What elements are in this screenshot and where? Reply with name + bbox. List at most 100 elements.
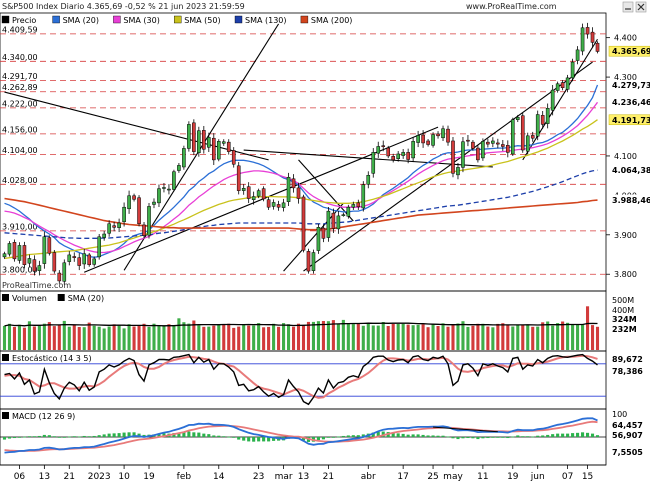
- candle-body: [32, 259, 37, 272]
- volume-bar: [521, 324, 525, 350]
- volume-bar: [476, 323, 480, 350]
- candle-body: [306, 251, 311, 272]
- volume-bar: [506, 324, 510, 350]
- value-tag-label: 4.279,73: [612, 81, 650, 90]
- volume-bar: [411, 325, 415, 350]
- macd-histogram-bar: [411, 434, 415, 437]
- candle-body: [530, 135, 535, 139]
- macd-histogram-bar: [351, 435, 355, 437]
- volume-bar: [466, 326, 470, 350]
- macd-histogram-bar: [461, 437, 465, 439]
- candle-body: [236, 165, 241, 191]
- candle-body: [535, 114, 540, 137]
- time-label: feb: [177, 472, 192, 482]
- macd-histogram-bar: [197, 432, 201, 437]
- volume-bar: [381, 322, 385, 350]
- candle-body: [361, 184, 366, 209]
- candle-body: [356, 202, 361, 208]
- volume-bar: [576, 324, 580, 350]
- volume-bar: [371, 325, 375, 350]
- macd-histogram-bar: [262, 437, 266, 442]
- macd-histogram-bar: [590, 433, 595, 437]
- candle-body: [142, 224, 146, 236]
- candle-body: [172, 171, 176, 190]
- candle-body: [77, 257, 82, 266]
- candle-body: [211, 137, 216, 161]
- legend-label: SMA (20): [63, 16, 99, 25]
- volume-bar: [541, 322, 545, 350]
- candle-body: [471, 141, 475, 149]
- candle-body: [7, 243, 12, 255]
- volume-bar: [581, 324, 585, 350]
- macd-histogram-bar: [157, 433, 161, 437]
- value-tag-label: 3.988,46: [612, 196, 650, 205]
- macd-histogram-bar: [47, 435, 51, 437]
- candle-body: [491, 140, 495, 144]
- macd-histogram-bar: [531, 436, 535, 438]
- macd-histogram-bar: [546, 434, 550, 437]
- candle-body: [371, 152, 376, 174]
- macd-histogram-bar: [406, 434, 410, 437]
- candle-body: [515, 117, 520, 120]
- macd-histogram-bar: [446, 436, 450, 438]
- value-tag-label: 4.365,69: [612, 47, 650, 56]
- stoch-d-line: [4, 354, 598, 399]
- volume-bar: [511, 326, 515, 350]
- volume-bar: [501, 323, 505, 350]
- candle-body: [565, 77, 570, 90]
- macd-histogram-bar: [77, 436, 81, 438]
- macd-histogram-bar: [247, 437, 251, 442]
- legend-swatch: [1, 15, 10, 24]
- time-label: 14: [213, 472, 225, 482]
- macd-histogram-bar: [541, 435, 545, 437]
- candle-body: [560, 82, 565, 88]
- time-label: 23: [253, 472, 264, 482]
- time-label: 13: [298, 472, 309, 482]
- macd-histogram-bar: [341, 435, 345, 437]
- candle-body: [406, 152, 410, 160]
- moving-averages: [4, 84, 599, 260]
- volume-bar: [17, 324, 21, 350]
- candle-body: [207, 137, 211, 148]
- macd-histogram-bar: [481, 437, 485, 439]
- legend-label: SMA (50): [184, 16, 220, 25]
- candle-body: [451, 140, 455, 174]
- time-label: 19: [143, 472, 155, 482]
- time-label: 06: [14, 472, 26, 482]
- candle-body: [431, 134, 435, 146]
- volume-bar: [561, 321, 565, 350]
- macd-histogram-bar: [62, 437, 66, 438]
- candle-body: [12, 242, 17, 260]
- macd-histogram-bar: [27, 436, 31, 438]
- volume-bar: [396, 324, 400, 350]
- price-legend: Precio SMA (20) SMA (30) SMA (50) SMA (130) S…: [1, 15, 352, 25]
- candle-body: [22, 245, 27, 266]
- macd-histogram-bar: [421, 434, 425, 437]
- candle-body: [97, 236, 101, 258]
- macd-histogram-bar: [371, 432, 375, 437]
- macd-histogram-bar: [232, 437, 236, 438]
- candle-body: [112, 225, 116, 228]
- value-tag: [608, 194, 650, 206]
- volume-bar: [386, 326, 390, 350]
- macd-histogram-bar: [361, 434, 365, 437]
- value-tag-label: 56,907: [612, 431, 643, 440]
- macd-histogram-bar: [466, 437, 470, 439]
- axis-label: 4.300: [614, 73, 637, 82]
- candle-body: [351, 204, 356, 208]
- value-tag-label: 64,457: [612, 421, 643, 430]
- macd-histogram-bar: [82, 435, 86, 437]
- close-icon[interactable]: [635, 1, 647, 13]
- macd-histogram-bar: [222, 436, 226, 438]
- candle-body: [366, 175, 371, 185]
- volume-bar: [366, 322, 370, 350]
- macd-histogram-bar: [316, 437, 320, 441]
- candle-body: [391, 156, 395, 161]
- candle-body: [545, 107, 550, 124]
- time-label: 13: [39, 472, 50, 482]
- time-label: 07: [562, 472, 573, 482]
- minimize-icon[interactable]: [622, 1, 634, 13]
- macd-histogram-bar: [416, 434, 420, 437]
- volume-bar: [341, 319, 345, 350]
